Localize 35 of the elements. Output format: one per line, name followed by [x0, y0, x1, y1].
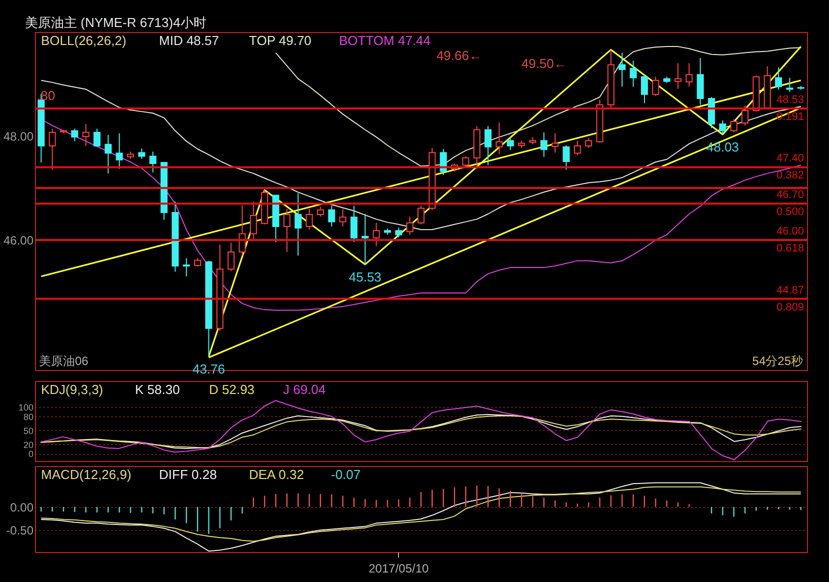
y-tick-label: 80: [23, 412, 34, 422]
ref-line-label: 44.87 0.809: [776, 284, 804, 314]
chart-title: 美原油主 (NYME-R 6713)4小时: [25, 15, 206, 30]
y-tick-label: 20: [23, 440, 34, 450]
y-tick-label: 48.00: [3, 130, 34, 144]
y-tick-label: 50: [23, 426, 34, 436]
y-tick-label: -0.50: [6, 524, 34, 538]
x-tick-label: 2017/05/10: [368, 562, 430, 576]
y-tick-label: 46.00: [3, 234, 34, 248]
y-tick-label: 0: [28, 449, 34, 460]
y-tick-label: 100: [18, 402, 34, 413]
text: MID 48.57: [159, 33, 219, 48]
annotation: 美原油06: [39, 354, 89, 368]
ref-line-label: 46.00 0.618: [776, 226, 804, 254]
ref-line-label: 46.70 0.500: [776, 189, 804, 218]
chart-title: KDJ(9,3,3): [41, 382, 104, 397]
text: DEA 0.32: [249, 467, 304, 482]
annotation: .80: [37, 88, 56, 103]
annotation: 45.53: [348, 269, 382, 284]
annotation: 54分25秒: [752, 354, 803, 368]
chart-subtitle: BOLL(26,26,2): [41, 33, 126, 48]
ref-line-label: 48.53 0.191: [776, 94, 804, 123]
ref-line-label: 47.40 0.382: [776, 152, 804, 182]
series-label: TOP 49.70: [249, 33, 312, 48]
text: D 52.93: [209, 382, 255, 397]
annotation: 49.66←: [436, 48, 482, 63]
text: DIFF 0.28: [159, 467, 217, 482]
series-label: J 69.04: [283, 382, 326, 397]
annotation: 48.03: [706, 139, 739, 154]
text: -0.07: [331, 467, 361, 482]
annotation: 49.50←: [521, 56, 567, 71]
chart-title: MACD(12,26,9): [41, 467, 132, 482]
y-tick-label: 0.00: [10, 500, 34, 514]
text: K 58.30: [135, 382, 180, 397]
text: BOTTOM 47.44: [339, 33, 431, 48]
